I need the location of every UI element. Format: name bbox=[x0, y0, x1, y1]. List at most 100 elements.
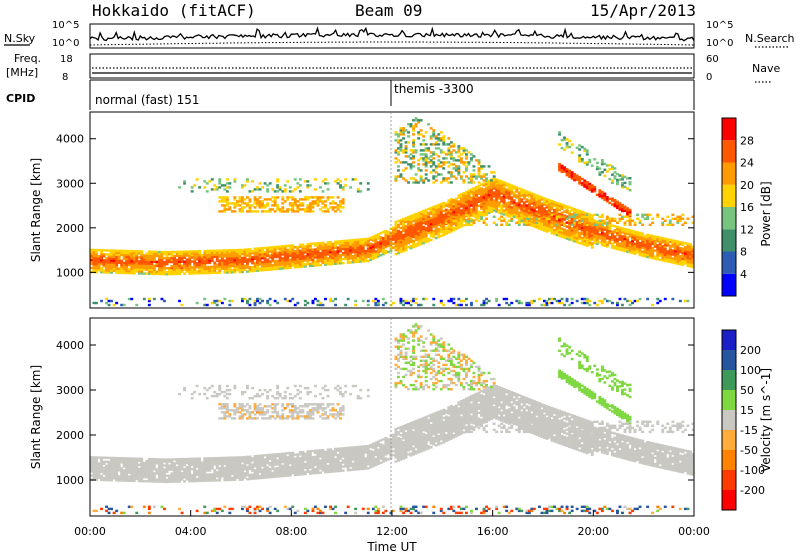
power-cell bbox=[304, 300, 307, 302]
noise-sky-path bbox=[90, 28, 694, 40]
power-cell bbox=[651, 247, 654, 249]
power-cell bbox=[364, 238, 367, 240]
power-cell bbox=[573, 208, 576, 210]
power-cell bbox=[241, 298, 244, 300]
power-cell bbox=[503, 209, 506, 211]
power-cell bbox=[425, 209, 428, 211]
power-cell bbox=[211, 252, 214, 254]
velocity-cell bbox=[128, 463, 131, 465]
velocity-cell bbox=[176, 458, 179, 460]
power-cell bbox=[387, 251, 390, 253]
velocity-cell bbox=[218, 467, 221, 469]
power-cell bbox=[470, 208, 473, 210]
power-cell bbox=[233, 202, 236, 204]
power-cell bbox=[382, 237, 385, 239]
power-cell bbox=[430, 165, 433, 167]
power-cell bbox=[465, 214, 468, 216]
velocity-cell bbox=[171, 466, 174, 468]
power-cell bbox=[171, 259, 174, 261]
power-cell bbox=[588, 213, 591, 215]
power-cell bbox=[646, 214, 649, 216]
power-cell bbox=[427, 157, 430, 159]
power-cell bbox=[233, 210, 236, 212]
power-cell bbox=[412, 214, 415, 216]
power-cell bbox=[412, 125, 415, 127]
power-cell bbox=[374, 302, 377, 304]
power-cell bbox=[226, 178, 229, 180]
power-cell bbox=[256, 247, 259, 249]
velocity-cell bbox=[100, 459, 103, 461]
power-cell bbox=[666, 216, 669, 218]
power-cell bbox=[294, 246, 297, 248]
power-cell bbox=[256, 210, 259, 212]
power-cell bbox=[211, 178, 214, 180]
power-cell bbox=[473, 187, 476, 189]
power-cell bbox=[651, 243, 654, 245]
power-cell bbox=[405, 217, 408, 219]
power-cell bbox=[342, 198, 345, 200]
velocity-cell bbox=[150, 460, 153, 462]
power-cell bbox=[110, 300, 113, 302]
power-cell bbox=[666, 224, 669, 226]
power-cell bbox=[616, 173, 619, 175]
power-cell bbox=[213, 184, 216, 186]
power-cell bbox=[510, 206, 513, 208]
power-cell bbox=[593, 242, 596, 244]
power-cell bbox=[626, 187, 629, 189]
power-cell bbox=[576, 147, 579, 149]
power-cell bbox=[344, 184, 347, 186]
power-cell bbox=[342, 242, 345, 244]
power-cell bbox=[183, 251, 186, 253]
power-cell bbox=[523, 224, 526, 226]
power-cell bbox=[276, 302, 279, 304]
velocity-cell bbox=[183, 458, 186, 460]
power-cell bbox=[679, 241, 682, 243]
power-cell bbox=[276, 246, 279, 248]
power-cell bbox=[266, 210, 269, 212]
power-cell bbox=[417, 119, 420, 121]
power-cell bbox=[239, 259, 242, 261]
power-cell bbox=[420, 304, 423, 306]
power-cell bbox=[445, 220, 448, 222]
velocity-cell bbox=[226, 469, 229, 471]
power-cell bbox=[412, 149, 415, 151]
power-cell bbox=[684, 222, 687, 224]
power-cell bbox=[269, 208, 272, 210]
power-cell bbox=[372, 235, 375, 237]
power-cell bbox=[608, 164, 611, 166]
power-cell bbox=[143, 254, 146, 256]
power-cell bbox=[671, 249, 674, 251]
power-cell bbox=[166, 267, 169, 269]
velocity-cell bbox=[143, 468, 146, 470]
power-cell bbox=[198, 186, 201, 188]
power-cell bbox=[457, 304, 460, 306]
power-cell bbox=[143, 272, 146, 274]
power-cell bbox=[498, 218, 501, 220]
power-cell bbox=[447, 147, 450, 149]
velocity-cell bbox=[218, 387, 221, 389]
power-cell bbox=[463, 192, 466, 194]
power-cell bbox=[412, 133, 415, 135]
power-cell bbox=[196, 302, 199, 304]
power-cell bbox=[576, 209, 579, 211]
power-cell bbox=[334, 298, 337, 300]
velocity-cell bbox=[98, 462, 101, 464]
velocity-cell bbox=[198, 478, 201, 480]
power-cell bbox=[301, 198, 304, 200]
velocity-cell bbox=[221, 465, 224, 467]
power-cell bbox=[437, 147, 440, 149]
power-cell bbox=[191, 256, 194, 258]
power-cell bbox=[520, 214, 523, 216]
power-cell bbox=[276, 260, 279, 262]
power-cell bbox=[322, 196, 325, 198]
power-cell bbox=[460, 193, 463, 195]
power-cell bbox=[417, 181, 420, 183]
velocity-cell bbox=[221, 403, 224, 405]
velocity-cell bbox=[213, 469, 216, 471]
velocity-cell bbox=[108, 508, 111, 510]
power-cell bbox=[568, 210, 571, 212]
power-cell bbox=[468, 181, 471, 183]
freq-label-1: Freq. bbox=[14, 52, 41, 65]
velocity-cell bbox=[191, 460, 194, 462]
power-cell bbox=[118, 268, 121, 270]
